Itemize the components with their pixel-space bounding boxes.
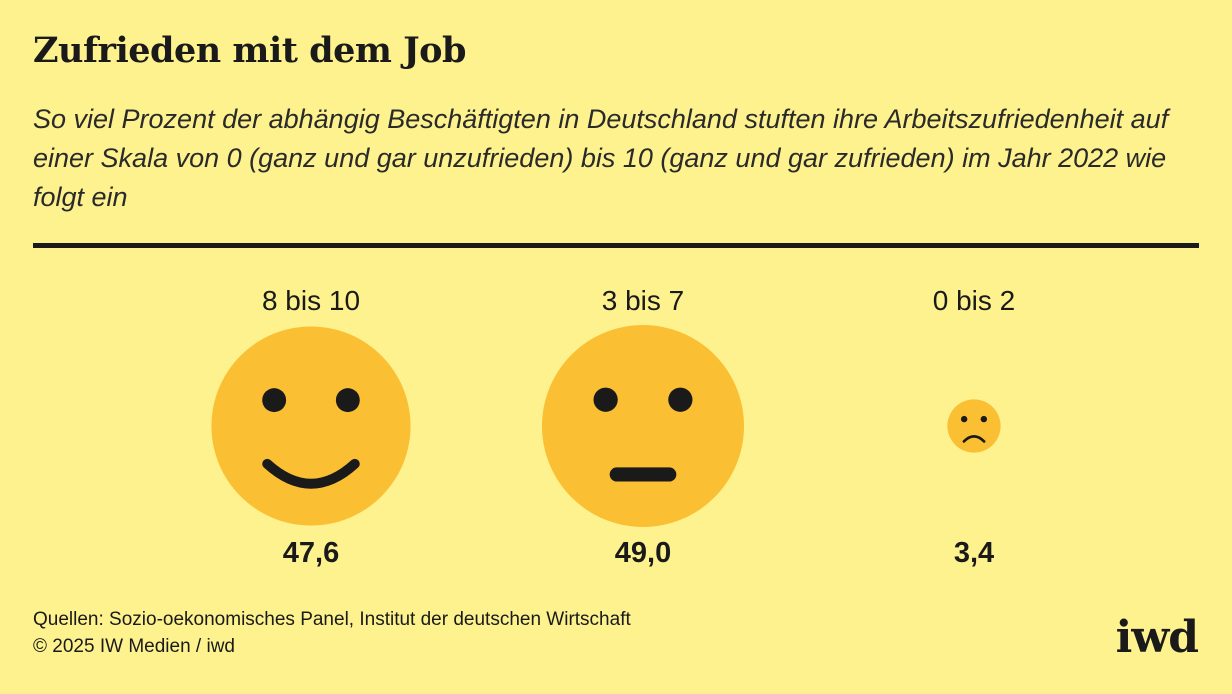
right-eye	[668, 387, 693, 412]
chart-area: 8 bis 10 47,6 3 bis 7 49,0 0 bis 2 3,4	[0, 270, 1232, 590]
right-eye	[335, 388, 360, 413]
category-label: 8 bis 10	[262, 285, 360, 316]
iwd-logo: iwd	[1115, 612, 1199, 663]
category-label: 3 bis 7	[602, 285, 685, 316]
face-bubble	[542, 325, 744, 527]
face-bubble	[211, 326, 411, 526]
source-note: Quellen: Sozio-oekonomisches Panel, Inst…	[33, 609, 631, 630]
value-label: 49,0	[615, 537, 671, 569]
left-eye	[593, 387, 618, 412]
footer: Quellen: Sozio-oekonomisches Panel, Inst…	[33, 606, 631, 660]
left-eye	[960, 415, 968, 423]
smiling-face-icon	[262, 458, 360, 489]
right-eye	[980, 415, 988, 423]
value-label: 3,4	[954, 537, 994, 569]
chart-title: Zufrieden mit dem Job	[33, 30, 466, 71]
category-label: 0 bis 2	[933, 285, 1016, 316]
copyright-note: © 2025 IW Medien / iwd	[33, 636, 235, 657]
chart-svg: 8 bis 10 47,6 3 bis 7 49,0 0 bis 2 3,4	[211, 285, 1016, 569]
frowning-face-icon	[962, 435, 986, 443]
face-bubble	[947, 399, 1001, 453]
chart-subtitle: So viel Prozent der abhängig Beschäftigt…	[33, 104, 1169, 212]
value-label: 47,6	[283, 537, 339, 569]
divider	[33, 243, 1199, 248]
left-eye	[262, 388, 287, 413]
